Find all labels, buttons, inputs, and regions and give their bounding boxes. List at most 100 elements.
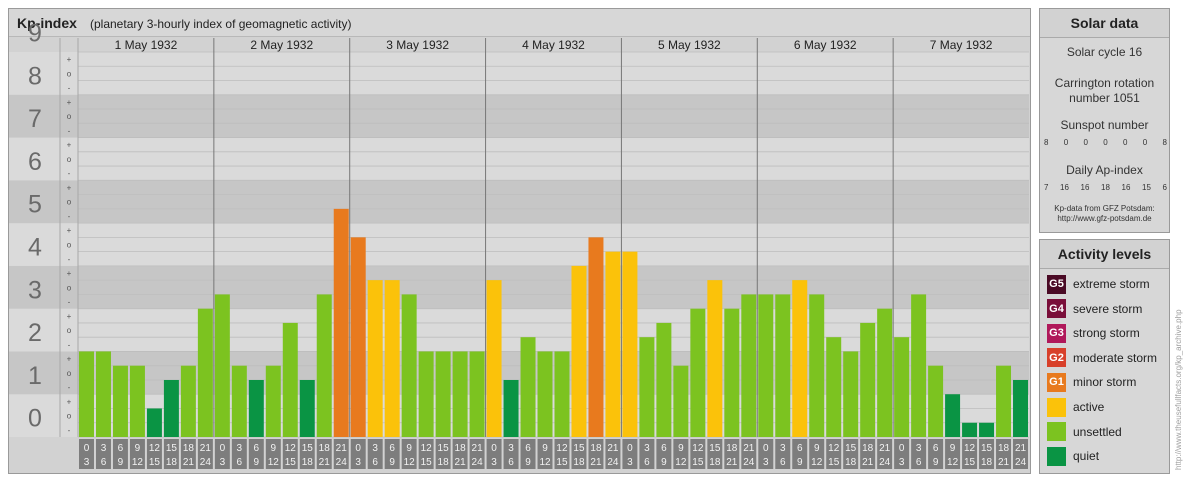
kp-bar: [707, 280, 723, 437]
interval-start: 6: [661, 443, 667, 454]
daily-ap-values: 7 16 16 18 16 15 6: [1044, 183, 1167, 192]
legend-swatch: G3: [1047, 323, 1066, 343]
legend-swatch: G4: [1047, 299, 1066, 319]
interval-end: 15: [828, 457, 840, 468]
interval-cell: [571, 439, 587, 469]
kp-bar: [197, 308, 213, 437]
interval-start: 18: [862, 443, 874, 454]
interval-start: 3: [644, 443, 650, 454]
interval-end: 9: [933, 457, 939, 468]
interval-end: 3: [899, 457, 905, 468]
interval-cell: [537, 439, 553, 469]
kp-bar: [146, 408, 162, 437]
day-label: 2 May 1932: [250, 38, 313, 52]
legend-item-strong-storm: G3 strong storm: [1047, 323, 1140, 343]
interval-cell: [894, 439, 910, 469]
interval-end: 9: [525, 457, 531, 468]
interval-start: 9: [814, 443, 820, 454]
kp-bar: [962, 422, 978, 437]
kp-bar: [996, 365, 1012, 437]
interval-start: 6: [389, 443, 395, 454]
interval-cell: [333, 439, 349, 469]
interval-cell: [826, 439, 842, 469]
interval-end: 24: [607, 457, 619, 468]
interval-cell: [435, 439, 451, 469]
interval-cell: [146, 439, 162, 469]
y-tick-4: 4: [28, 234, 42, 262]
interval-cell: [928, 439, 944, 469]
interval-end: 6: [644, 457, 650, 468]
kp-bar: [112, 365, 128, 437]
kp-bar: [741, 294, 757, 437]
interval-cell: [197, 439, 213, 469]
kp-band-2: [9, 308, 1029, 352]
interval-end: 3: [763, 457, 769, 468]
interval-end: 12: [811, 457, 823, 468]
legend-swatch: [1047, 446, 1066, 466]
interval-cell: [724, 439, 740, 469]
kp-bar: [860, 322, 876, 437]
interval-cell: [690, 439, 706, 469]
legend-item-severe-storm: G4 severe storm: [1047, 299, 1143, 319]
interval-start: 0: [491, 443, 497, 454]
interval-end: 9: [118, 457, 124, 468]
ap_values-3: 16: [1080, 183, 1090, 192]
kp-band-3: [9, 265, 1029, 309]
kp-band-5: [9, 180, 1029, 224]
interval-start: 21: [743, 443, 755, 454]
source-url[interactable]: http://www.gfz-potsdam.de: [1057, 214, 1152, 223]
interval-end: 9: [389, 457, 395, 468]
y-tick-5: 5: [28, 191, 42, 219]
kp-bar: [231, 365, 247, 437]
interval-start: 3: [916, 443, 922, 454]
minor-tick-mark: +: [67, 141, 72, 150]
interval-start: 12: [421, 443, 433, 454]
minor-tick-mark: o: [67, 369, 72, 378]
interval-cell: [877, 439, 893, 469]
minor-tick-mark: o: [67, 241, 72, 250]
kp-bar: [1013, 379, 1028, 437]
solar-data-title: Solar data: [1040, 9, 1169, 38]
interval-end: 15: [285, 457, 297, 468]
kp-bar: [265, 365, 281, 437]
kp-bar: [486, 280, 502, 437]
legend-label: severe storm: [1073, 301, 1143, 316]
kp-bar: [384, 280, 400, 437]
interval-cell: [486, 439, 502, 469]
kp-bar: [350, 237, 366, 437]
interval-start: 0: [899, 443, 905, 454]
kp-bar: [435, 351, 451, 437]
day-label: 1 May 1932: [115, 38, 178, 52]
kp-bar: [775, 294, 791, 437]
legend-item-quiet: quiet: [1047, 446, 1099, 466]
interval-start: 9: [950, 443, 956, 454]
interval-start: 3: [780, 443, 786, 454]
kp-band-4: [9, 223, 1029, 266]
legend-item-extreme-storm: G5 extreme storm: [1047, 274, 1150, 294]
interval-end: 3: [491, 457, 497, 468]
interval-end: 24: [472, 457, 484, 468]
interval-end: 15: [692, 457, 704, 468]
interval-start: 3: [101, 443, 107, 454]
interval-start: 0: [763, 443, 769, 454]
interval-end: 24: [879, 457, 891, 468]
legend-label: active: [1073, 400, 1105, 414]
interval-cell: [554, 439, 570, 469]
interval-start: 18: [455, 443, 467, 454]
interval-cell: [979, 439, 995, 469]
watermark: http://www.theusefullfacts.org/kp_archiv…: [1174, 309, 1183, 470]
interval-end: 21: [726, 457, 738, 468]
solar-data-panel: Solar data Solar cycle 16 Carrington rot…: [1039, 8, 1170, 233]
daily-ap-title: Daily Ap-index: [1066, 163, 1143, 177]
kp-bar: [894, 337, 910, 437]
interval-start: 6: [933, 443, 939, 454]
interval-end: 21: [183, 457, 195, 468]
interval-cell: [656, 439, 672, 469]
interval-start: 0: [84, 443, 90, 454]
kp-bar: [520, 337, 536, 437]
interval-cell: [996, 439, 1012, 469]
interval-cell: [945, 439, 961, 469]
sunspot_values-3: 0: [1083, 138, 1088, 147]
interval-start: 18: [726, 443, 738, 454]
minor-tick-mark: -: [68, 169, 71, 178]
